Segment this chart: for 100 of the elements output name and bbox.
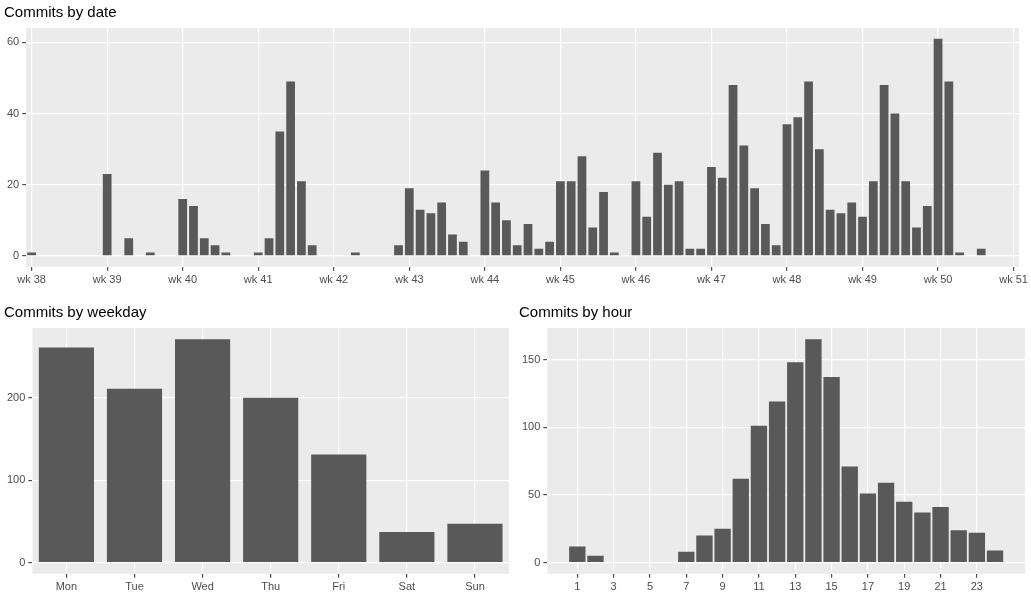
bar <box>566 181 576 256</box>
bar <box>404 188 414 256</box>
bar <box>286 81 295 256</box>
bar <box>868 181 878 256</box>
bar <box>653 152 662 256</box>
x-tick-label: wk 39 <box>91 273 122 286</box>
x-tick-label: Mon <box>55 580 78 593</box>
bar <box>175 339 231 563</box>
x-tick-label: wk 42 <box>318 273 349 286</box>
bar <box>545 241 554 256</box>
bar <box>793 117 803 256</box>
x-tick-label: 13 <box>789 580 802 593</box>
x-tick-label: Fri <box>332 580 346 593</box>
y-tick-label: 60 <box>6 35 20 48</box>
x-tick-label: wk 51 <box>998 273 1028 286</box>
bar <box>787 362 804 563</box>
bar <box>877 482 895 563</box>
x-tick-label: 21 <box>934 580 947 593</box>
bar <box>491 202 501 256</box>
bar <box>102 174 112 256</box>
bar <box>415 209 425 256</box>
y-tick-label: 20 <box>6 177 20 190</box>
chart-title: Commits by hour <box>519 303 633 321</box>
x-tick-label: 15 <box>825 580 838 593</box>
bar <box>858 216 867 256</box>
y-tick-label: 50 <box>528 487 541 500</box>
y-tick-label: 40 <box>6 106 20 119</box>
bar <box>804 81 813 256</box>
bar <box>836 213 846 256</box>
x-tick-label: Sun <box>465 580 485 593</box>
bar <box>912 227 921 256</box>
x-tick-label: wk 44 <box>469 273 500 286</box>
bar <box>189 206 198 256</box>
bar <box>221 252 231 256</box>
x-tick-label: 19 <box>898 580 911 593</box>
chart-title: Commits by date <box>4 3 117 21</box>
x-tick-label: 1 <box>574 580 581 593</box>
bar <box>732 478 749 563</box>
bar <box>814 149 824 256</box>
y-tick-label: 100 <box>521 420 541 433</box>
bar <box>901 181 911 256</box>
x-tick-label: 7 <box>683 580 690 593</box>
x-tick-label: wk 38 <box>16 273 47 286</box>
bar <box>311 454 367 563</box>
x-tick-label: Tue <box>125 580 144 593</box>
y-tick-label: 100 <box>6 473 26 486</box>
bar <box>825 209 835 256</box>
bar <box>968 532 986 563</box>
bar <box>922 206 932 256</box>
bar <box>696 248 706 256</box>
bar <box>502 220 511 256</box>
bar <box>447 523 503 563</box>
bar <box>761 223 770 256</box>
bar <box>890 113 900 256</box>
x-tick-label: 9 <box>719 580 726 593</box>
chart-title: Commits by weekday <box>4 303 148 321</box>
bar <box>106 388 163 563</box>
bar <box>124 238 134 256</box>
x-tick-label: Thu <box>261 580 281 593</box>
bar <box>379 532 435 563</box>
bar <box>944 81 954 256</box>
bar <box>771 245 781 256</box>
bar <box>642 216 652 256</box>
bar <box>599 191 608 256</box>
bar <box>210 245 220 256</box>
bar <box>569 546 586 563</box>
bar <box>199 238 209 256</box>
bar <box>728 85 738 256</box>
bar <box>178 199 188 256</box>
bar <box>739 145 749 256</box>
bar <box>750 188 759 256</box>
bar <box>717 177 727 256</box>
y-tick-label: 150 <box>521 352 541 365</box>
y-tick-label: 0 <box>534 555 541 568</box>
bar <box>458 241 468 256</box>
bar <box>297 181 306 256</box>
bar <box>512 245 522 256</box>
bar <box>631 181 641 256</box>
bar <box>950 530 967 563</box>
bar <box>859 493 877 563</box>
x-tick-label: wk 45 <box>545 273 575 286</box>
bar <box>609 252 619 256</box>
bar <box>534 248 544 256</box>
bar <box>243 397 299 563</box>
bar <box>307 245 317 256</box>
x-tick-label: wk 43 <box>393 273 424 286</box>
bar <box>480 170 490 256</box>
bar <box>275 131 285 256</box>
x-tick-label: wk 40 <box>167 273 198 286</box>
bar <box>933 38 943 256</box>
bar <box>394 245 403 256</box>
bar <box>674 181 684 256</box>
x-tick-label: 11 <box>753 580 765 593</box>
bar <box>145 252 155 256</box>
x-tick-label: 23 <box>970 580 983 593</box>
bar <box>768 401 786 563</box>
bar <box>448 234 457 256</box>
bar <box>986 550 1004 563</box>
y-tick-label: 0 <box>13 248 20 261</box>
bar <box>879 85 889 256</box>
